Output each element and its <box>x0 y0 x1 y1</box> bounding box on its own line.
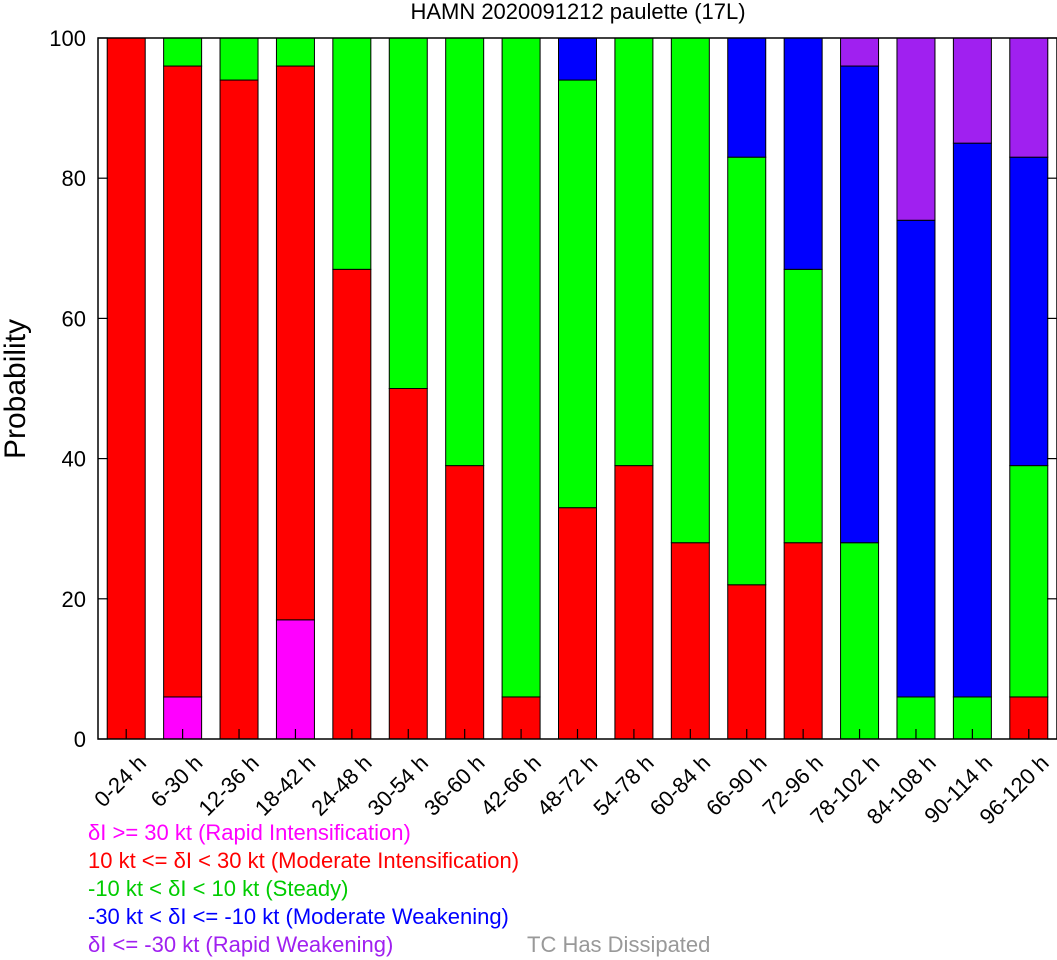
bar-segment-4-2 <box>332 37 372 270</box>
x-tick-label-6: 36-60 h <box>419 750 489 820</box>
x-tick-label-4: 24-48 h <box>306 750 376 820</box>
y-tick-label-4: 80 <box>62 166 86 191</box>
bar-segment-2-1 <box>219 79 259 740</box>
legend-entry-1: 10 kt <= δI < 30 kt (Moderate Intensific… <box>88 848 520 873</box>
y-tick-label-5: 100 <box>49 26 86 51</box>
bar-segment-6-1 <box>445 465 485 740</box>
legend-entry-2: -10 kt < δI < 10 kt (Steady) <box>88 876 349 901</box>
legend-entry-4: δI <= -30 kt (Rapid Weakening) <box>88 932 394 957</box>
bar-segment-12-1 <box>783 542 823 740</box>
bar-segment-13-2 <box>840 542 880 740</box>
bar-segment-9-1 <box>614 465 654 740</box>
bar-segment-5-1 <box>388 388 428 740</box>
bar-segment-1-2 <box>163 37 203 67</box>
bar-segment-3-0 <box>275 619 315 740</box>
x-tick-label-8: 48-72 h <box>532 750 602 820</box>
legend-entry-3: -30 kt < δI <= -10 kt (Moderate Weakenin… <box>88 904 509 929</box>
bar-segment-15-4 <box>952 37 992 144</box>
y-tick-label-0: 0 <box>74 727 86 752</box>
bar-segment-0-1 <box>106 37 146 740</box>
bar-segment-11-1 <box>727 584 767 740</box>
bar-segment-4-1 <box>332 268 372 740</box>
x-tick-label-2: 12-36 h <box>193 750 263 820</box>
bar-segment-11-3 <box>727 37 767 158</box>
bar-segment-10-1 <box>670 542 710 740</box>
bar-segment-16-4 <box>1009 37 1049 158</box>
x-tick-label-10: 60-84 h <box>645 750 715 820</box>
x-tick-label-7: 42-66 h <box>475 750 545 820</box>
bars-group <box>106 37 1049 740</box>
bar-segment-9-2 <box>614 37 654 467</box>
bar-segment-13-4 <box>840 37 880 67</box>
x-tick-label-11: 66-90 h <box>701 750 771 820</box>
bar-segment-11-2 <box>727 156 767 586</box>
bar-segment-13-3 <box>840 65 880 544</box>
legend-entry-5: TC Has Dissipated <box>527 932 711 957</box>
y-tick-label-3: 60 <box>62 306 86 331</box>
y-axis-label: Probability <box>0 319 32 459</box>
x-tick-label-3: 18-42 h <box>250 750 320 820</box>
bar-segment-7-2 <box>501 37 541 698</box>
bar-segment-14-3 <box>896 219 936 698</box>
bar-segment-1-1 <box>163 65 203 698</box>
bar-segment-3-2 <box>275 37 315 67</box>
bar-segment-5-2 <box>388 37 428 389</box>
x-tick-label-0: 0-24 h <box>89 750 151 812</box>
bar-segment-8-3 <box>558 37 597 81</box>
bar-segment-14-4 <box>896 37 936 221</box>
legend-entry-0: δI >= 30 kt (Rapid Intensification) <box>88 820 411 845</box>
bar-segment-8-2 <box>558 79 597 509</box>
bar-segment-15-3 <box>952 142 992 698</box>
bar-segment-12-3 <box>783 37 823 270</box>
y-tick-label-2: 40 <box>62 447 86 472</box>
bar-segment-10-2 <box>670 37 710 544</box>
chart-title: HAMN 2020091212 paulette (17L) <box>410 0 745 24</box>
bar-segment-12-2 <box>783 268 823 544</box>
bar-segment-2-2 <box>219 37 259 81</box>
bar-segment-8-1 <box>558 507 597 740</box>
y-tick-label-1: 20 <box>62 587 86 612</box>
x-tick-label-9: 54-78 h <box>588 750 658 820</box>
bar-segment-16-2 <box>1009 465 1049 698</box>
bar-segment-3-1 <box>275 65 315 621</box>
x-tick-label-5: 30-54 h <box>363 750 433 820</box>
bar-segment-6-2 <box>445 37 485 467</box>
bar-segment-16-3 <box>1009 156 1049 467</box>
